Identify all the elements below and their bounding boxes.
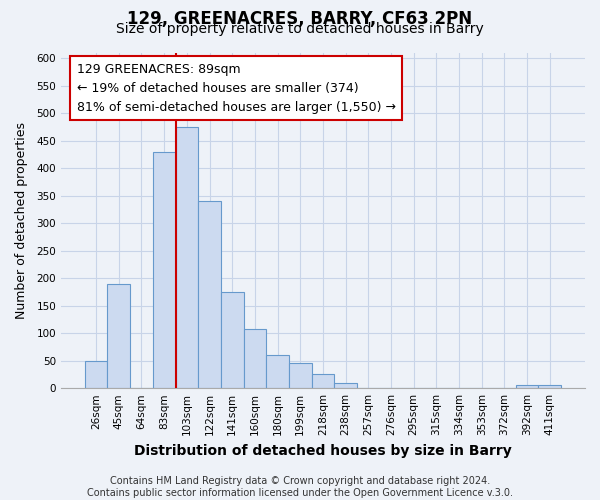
Bar bbox=[85, 360, 107, 388]
Y-axis label: Number of detached properties: Number of detached properties bbox=[15, 122, 28, 319]
Bar bbox=[311, 374, 334, 388]
Bar bbox=[176, 127, 198, 388]
Bar bbox=[289, 364, 311, 388]
Text: Contains HM Land Registry data © Crown copyright and database right 2024.
Contai: Contains HM Land Registry data © Crown c… bbox=[87, 476, 513, 498]
Bar bbox=[198, 201, 221, 388]
Bar bbox=[538, 386, 561, 388]
Bar bbox=[334, 382, 357, 388]
Bar bbox=[516, 386, 538, 388]
Text: 129, GREENACRES, BARRY, CF63 2PN: 129, GREENACRES, BARRY, CF63 2PN bbox=[127, 10, 473, 28]
Text: 129 GREENACRES: 89sqm
← 19% of detached houses are smaller (374)
81% of semi-det: 129 GREENACRES: 89sqm ← 19% of detached … bbox=[77, 62, 395, 114]
X-axis label: Distribution of detached houses by size in Barry: Distribution of detached houses by size … bbox=[134, 444, 512, 458]
Bar bbox=[153, 152, 176, 388]
Bar bbox=[107, 284, 130, 388]
Bar bbox=[244, 330, 266, 388]
Text: Size of property relative to detached houses in Barry: Size of property relative to detached ho… bbox=[116, 22, 484, 36]
Bar bbox=[266, 355, 289, 388]
Bar bbox=[221, 292, 244, 388]
